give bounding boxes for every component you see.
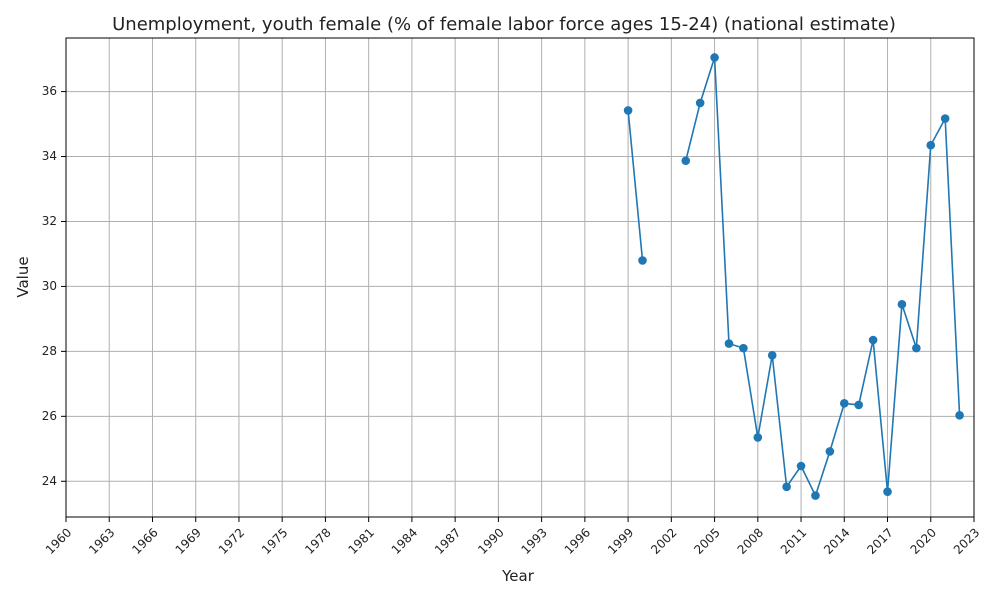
series-line [627, 110, 644, 261]
data-point [796, 461, 806, 471]
y-axis-label: Value [14, 256, 32, 297]
data-point [623, 106, 633, 115]
x-tick-label: 1996 [562, 525, 593, 556]
x-tick-label: 2002 [648, 525, 679, 556]
data-point [940, 114, 950, 123]
data-point [638, 256, 647, 265]
x-tick-label: 1987 [432, 525, 463, 556]
x-axis-label: Year [501, 567, 535, 585]
y-tick-label: 36 [42, 84, 57, 98]
data-point [883, 487, 892, 496]
data-point [868, 335, 878, 345]
x-tick-label: 1975 [259, 525, 290, 556]
grid [65, 38, 975, 517]
data-point [811, 491, 820, 500]
x-tick-label: 2023 [951, 525, 982, 556]
plot-frame [65, 37, 975, 518]
data-point [767, 350, 777, 360]
data-point [782, 482, 791, 492]
series-area [623, 53, 964, 500]
data-point [681, 156, 691, 166]
y-tick-label: 24 [42, 474, 57, 488]
y-tick-label: 30 [42, 279, 57, 293]
data-point [926, 140, 936, 150]
data-point [710, 53, 719, 62]
data-point [753, 433, 763, 442]
y-tick-label: 26 [42, 409, 57, 423]
data-point [897, 299, 907, 309]
x-tick-label: 1999 [605, 525, 636, 556]
x-tick-label: 1972 [216, 525, 247, 556]
x-tick-label: 1966 [129, 525, 160, 556]
x-tick-label: 1990 [475, 525, 506, 556]
data-point [912, 343, 921, 353]
data-point [825, 447, 835, 456]
data-point [839, 399, 849, 408]
x-tick-label: 2011 [778, 525, 809, 556]
x-tick-label: 1978 [302, 525, 333, 556]
series-line [684, 57, 961, 498]
y-tick-label: 34 [42, 149, 57, 163]
x-tick-label: 1969 [173, 525, 204, 556]
data-point [695, 98, 705, 108]
x-tick-label: 1984 [389, 525, 420, 556]
x-tick-label: 2005 [691, 525, 722, 556]
y-tick-label: 28 [42, 344, 57, 358]
x-tick-label: 1993 [518, 525, 549, 556]
x-tick-label: 1960 [43, 525, 74, 556]
data-point [739, 343, 748, 353]
data-point [854, 400, 863, 410]
x-tick-label: 2014 [821, 525, 852, 556]
x-tick-label: 2008 [735, 525, 766, 556]
x-tick-label: 1981 [346, 525, 377, 556]
chart-title: Unemployment, youth female (% of female … [112, 14, 896, 35]
y-axis: 24 26 28 30 32 34 36 [42, 84, 66, 488]
x-tick-label: 2020 [908, 525, 939, 556]
x-tick-label: 1963 [86, 525, 117, 556]
data-point [724, 339, 734, 348]
x-tick-label: 2017 [864, 525, 895, 556]
data-point [955, 411, 964, 420]
x-axis: 1960 1963 1966 1969 1972 1975 1978 1981 1984 1987… [43, 517, 982, 557]
y-tick-label: 32 [42, 214, 57, 228]
